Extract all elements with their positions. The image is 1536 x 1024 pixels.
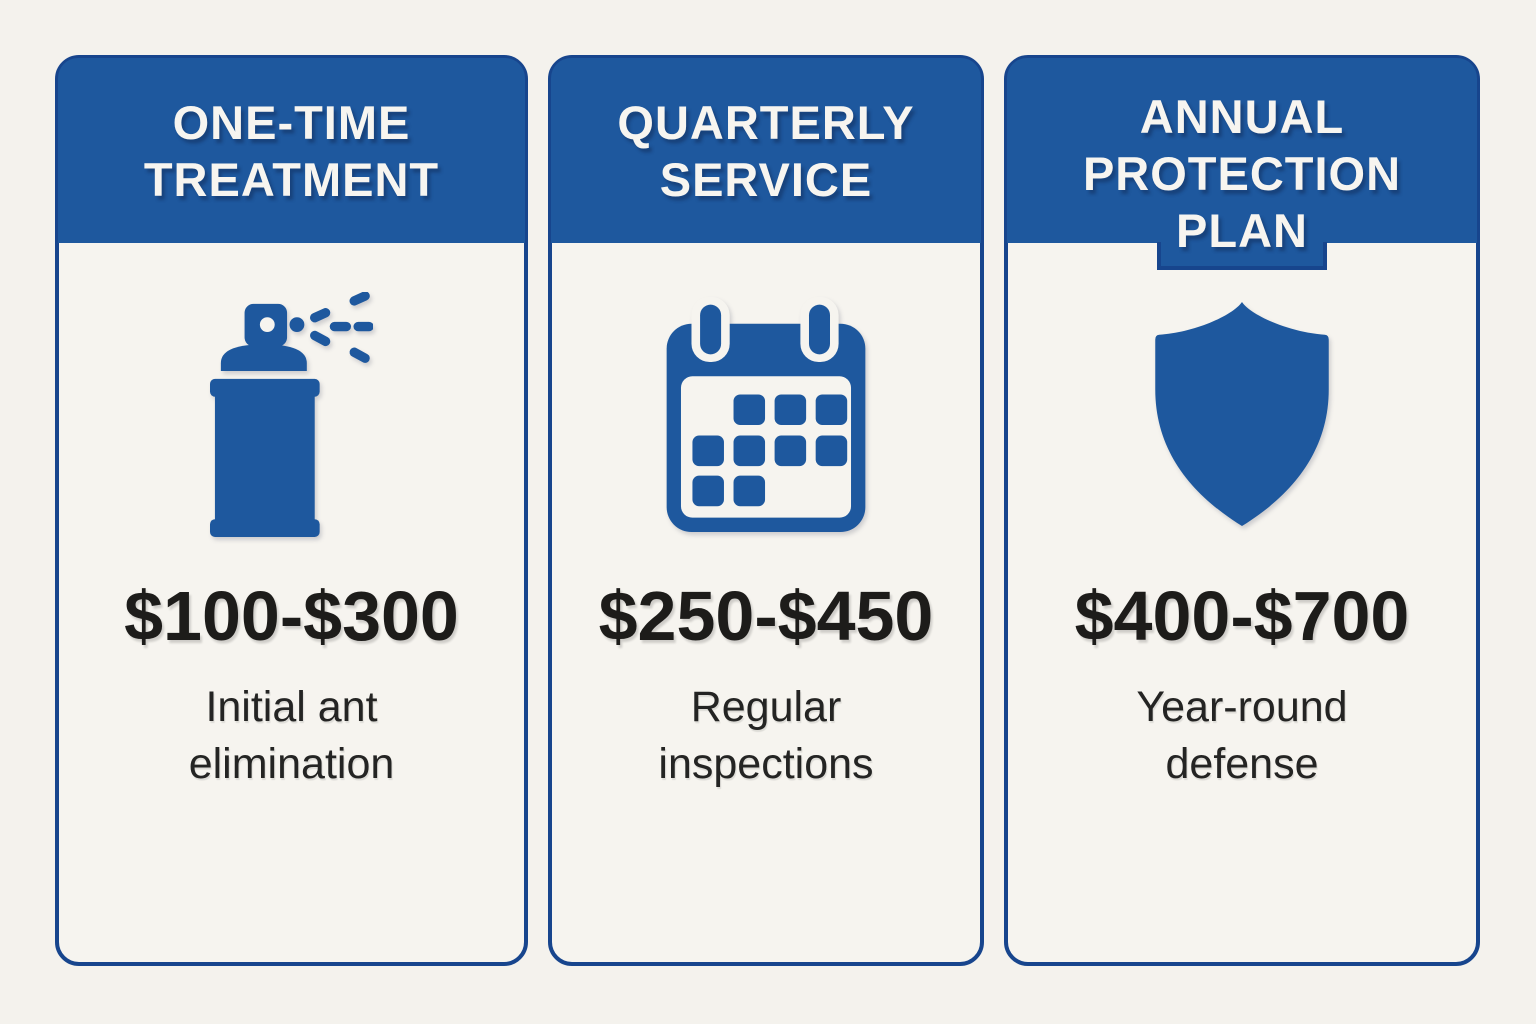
card-title: ANNUAL PROTECTION PLAN	[1083, 88, 1401, 259]
card-body: $400-$700 Year-round defense	[1008, 243, 1476, 962]
card-one-time-treatment-header: ONE-TIME TREATMENT	[58, 58, 525, 243]
card-annual-protection-plan-header: ANNUAL PROTECTION PLAN	[1007, 58, 1477, 270]
price-description: Initial ant elimination	[188, 683, 395, 788]
card-annual-protection-plan: ANNUAL PROTECTION PLAN $400-$700 Year-ro…	[1004, 55, 1480, 966]
card-title-line: SERVICE	[659, 152, 873, 206]
price-description: Regular inspections	[658, 683, 874, 788]
card-one-time-treatment: ONE-TIME TREATMENT	[55, 55, 528, 966]
card-body: $250-$450 Regular inspections	[552, 243, 980, 962]
price-description: Year-round defense	[1136, 683, 1348, 788]
card-title-line: PLAN	[1176, 204, 1308, 257]
card-body: $100-$300 Initial ant elimination	[59, 243, 524, 962]
card-quarterly-service-header: QUARTERLY SERVICE	[551, 58, 981, 243]
card-title-line: QUARTERLY	[617, 95, 915, 149]
card-title-line: TREATMENT	[143, 152, 440, 206]
card-quarterly-service: QUARTERLY SERVICE	[548, 55, 984, 966]
shield-icon	[1145, 289, 1339, 539]
card-title: QUARTERLY SERVICE	[617, 94, 914, 208]
plan-header-tab	[1157, 242, 1327, 270]
price-range: $100-$300	[124, 577, 459, 655]
price-range: $400-$700	[1074, 577, 1410, 655]
price-range: $250-$450	[598, 577, 934, 655]
card-title-line: PROTECTION	[1082, 147, 1402, 200]
spray-can-icon	[210, 289, 373, 539]
calendar-icon	[663, 289, 869, 539]
card-title-line: ANNUAL	[1139, 90, 1345, 143]
card-title: ONE-TIME TREATMENT	[144, 94, 439, 208]
card-title-line: ONE-TIME	[172, 95, 411, 149]
